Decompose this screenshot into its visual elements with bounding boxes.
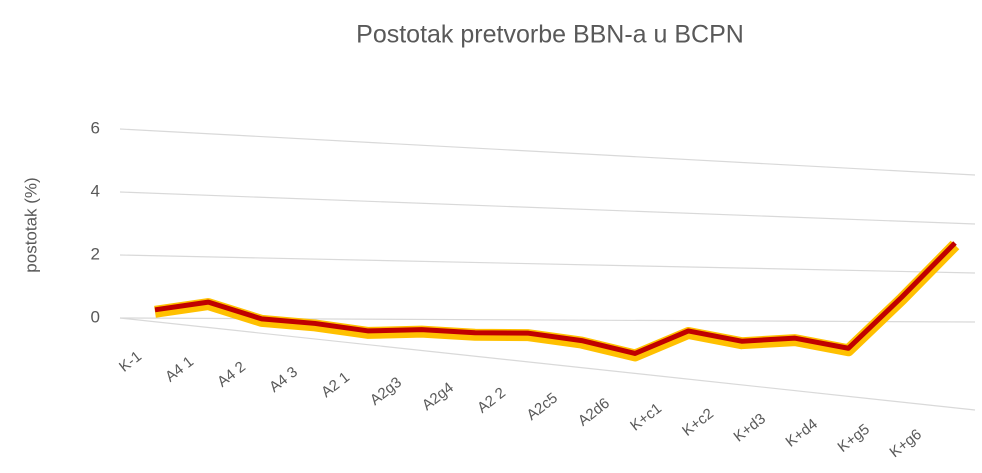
x-tick-label: A2g3 [367,374,405,409]
y-tick-label: 6 [91,118,100,137]
x-tick-label: K+d3 [731,410,769,445]
grid-line [119,191,976,225]
x-tick-label: K+g6 [887,426,925,461]
x-tick-label: K+d4 [783,415,821,450]
y-axis-label: postotak (%) [21,177,40,272]
y-tick-label: 0 [91,307,100,326]
chart-title: Postotak pretvorbe BBN-a u BCPN [356,21,744,49]
x-tick-label: A4 2 [214,358,249,390]
x-tick-label: A2 2 [474,384,509,416]
x-tick-label: K+c2 [679,405,717,440]
y-tick-label: 2 [91,244,100,263]
x-tick-label: K+c1 [627,400,665,435]
x-tick-label: A4 3 [266,363,301,395]
grid-line [119,254,976,274]
x-tick-label: K-1 [116,348,145,376]
x-tick-label: K+g5 [835,421,873,456]
x-tick-label: A2d6 [575,395,613,430]
x-tick-label: A2 1 [318,369,353,401]
y-tick-label: 4 [91,181,100,200]
floor-axis [119,317,976,411]
line [154,241,957,356]
x-tick-label: A2c5 [523,389,560,423]
x-tick-label: A2g4 [419,379,457,414]
grid-line [119,128,976,176]
x-tick-label: A4 1 [162,353,197,385]
